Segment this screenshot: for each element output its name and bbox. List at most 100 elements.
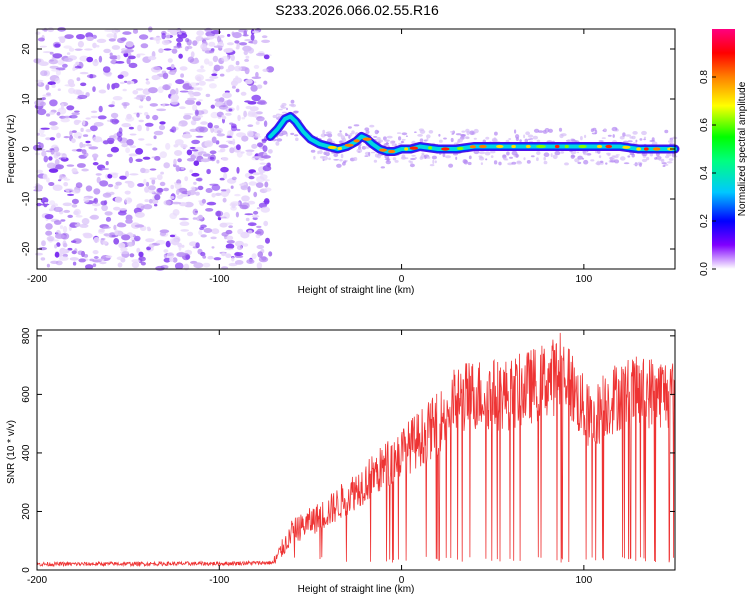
noise-speck (248, 175, 255, 180)
noise-speck (226, 135, 233, 139)
ridge-halo (275, 141, 280, 146)
ridge-halo (511, 150, 518, 156)
noise-speck (185, 38, 190, 43)
noise-speck (57, 59, 65, 66)
noise-speck (120, 50, 129, 54)
noise-speck (263, 220, 269, 227)
noise-speck (145, 143, 153, 146)
noise-speck (194, 109, 199, 116)
noise-speck (247, 110, 256, 116)
noise-speck (52, 184, 63, 191)
y-tick-label: -10 (21, 191, 32, 206)
snr-frame (36, 329, 676, 571)
ridge-halo (272, 114, 278, 119)
noise-speck (111, 28, 119, 34)
noise-speck (61, 103, 64, 110)
noise-speck (44, 201, 48, 205)
ridge-halo (324, 134, 328, 136)
noise-speck (126, 80, 132, 85)
ridge-halo (370, 151, 376, 154)
noise-speck (159, 229, 170, 234)
noise-speck (204, 140, 214, 148)
ridge-halo (552, 154, 558, 160)
ridge-halo (391, 143, 397, 147)
noise-speck (71, 168, 78, 173)
y-tick-label: -20 (21, 241, 32, 256)
noise-speck (244, 39, 253, 42)
noise-speck (221, 114, 225, 120)
noise-speck (118, 242, 126, 249)
noise-speck (121, 123, 131, 128)
noise-speck (81, 149, 87, 155)
noise-speck (62, 202, 72, 207)
noise-speck (66, 52, 71, 55)
noise-speck (228, 262, 238, 267)
ridge-halo (635, 139, 638, 143)
noise-speck (52, 53, 63, 59)
noise-speck (59, 225, 64, 230)
ridge-halo (651, 141, 658, 146)
noise-speck (229, 147, 235, 154)
noise-speck (85, 264, 94, 270)
ridge-halo (443, 137, 447, 140)
noise-speck (235, 211, 239, 218)
ridge-halo (374, 129, 379, 135)
noise-speck (257, 251, 264, 258)
noise-speck (206, 168, 211, 175)
noise-speck (62, 242, 68, 248)
noise-speck (48, 156, 53, 161)
noise-speck (245, 55, 250, 59)
noise-speck (190, 120, 197, 126)
noise-speck (256, 84, 263, 89)
noise-speck (186, 149, 193, 156)
ridge-halo (508, 138, 512, 140)
noise-speck (136, 247, 141, 253)
noise-speck (107, 183, 114, 188)
ridge-halo (465, 128, 470, 133)
colorbar: 0.0 0.2 0.4 0.6 0.8 Normalized spectral ampl… (699, 29, 748, 276)
noise-speck (49, 200, 56, 206)
noise-speck (110, 112, 119, 119)
noise-speck (189, 94, 195, 97)
ridge-hotspot (643, 147, 649, 151)
noise-speck (37, 81, 42, 85)
ridge-halo (281, 102, 287, 107)
noise-speck (235, 88, 240, 93)
noise-speck (264, 181, 269, 188)
ridge-halo (665, 155, 670, 159)
ridge-halo (429, 164, 435, 167)
ridge-halo (432, 159, 435, 165)
noise-speck (217, 35, 222, 43)
noise-speck (171, 126, 177, 133)
snr-series-line (36, 332, 676, 568)
noise-speck (82, 232, 92, 237)
ridge-halo (606, 152, 611, 155)
ridge-halo (320, 133, 326, 138)
ridge-halo (386, 135, 393, 139)
ridge-halo (392, 157, 397, 161)
noise-speck (261, 35, 268, 39)
noise-speck (206, 35, 215, 40)
noise-speck (268, 251, 273, 257)
noise-speck (175, 87, 179, 95)
noise-speck (138, 251, 144, 258)
noise-speck (208, 41, 216, 47)
ridge-halo (627, 155, 631, 158)
noise-speck (82, 119, 86, 126)
ridge-halo (373, 159, 378, 163)
noise-speck (211, 228, 220, 235)
noise-speck (119, 175, 127, 180)
noise-speck (102, 192, 112, 198)
noise-speck (128, 62, 138, 69)
noise-speck (203, 228, 213, 233)
noise-speck (115, 61, 125, 64)
noise-speck (49, 121, 58, 126)
ridge-halo (583, 159, 589, 165)
noise-speck (185, 254, 190, 260)
noise-speck (244, 213, 254, 216)
noise-speck (180, 167, 185, 170)
noise-speck (165, 142, 171, 150)
noise-speck (221, 55, 230, 62)
noise-speck (210, 236, 217, 240)
noise-speck (85, 117, 91, 120)
